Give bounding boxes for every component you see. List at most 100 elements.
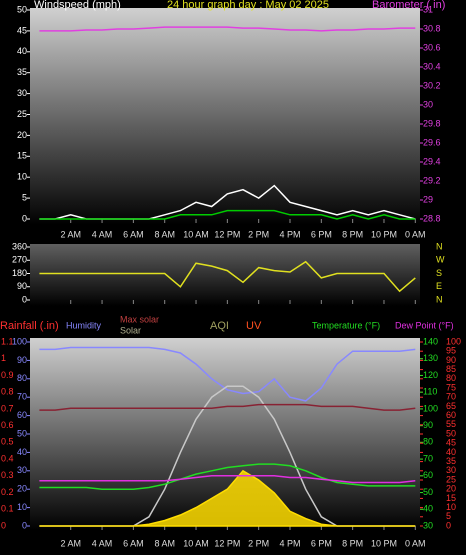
y-tick-label: 35: [446, 456, 456, 466]
y-tick-label: 0.6: [1, 420, 14, 430]
legend-entry: Dew Point (°F): [395, 320, 454, 330]
x-tick-label: 10 AM: [183, 229, 209, 239]
y-tick-label: 0.9: [1, 370, 14, 380]
direction-label: S: [436, 268, 442, 278]
y-tick-label: 70: [446, 392, 456, 402]
y-tick-label: 30: [423, 99, 433, 109]
x-tick-label: 8 AM: [154, 229, 175, 239]
y-tick-label: 75: [446, 382, 456, 392]
y-tick-label: 120: [423, 370, 438, 380]
rain-label: Rainfall (.in): [0, 320, 59, 332]
y-tick-label: 50: [446, 428, 456, 438]
y-tick-label: 0: [1, 520, 6, 530]
y-tick-label: 25: [17, 109, 27, 119]
y-tick-label: 15: [17, 151, 27, 161]
y-tick-label: 90: [423, 420, 433, 430]
y-tick-label: 28.8: [423, 213, 441, 223]
y-tick-label: 140: [423, 336, 438, 346]
barometer-label: Barometer ( in): [372, 0, 445, 11]
wind-label: Windspeed (mph): [34, 0, 121, 11]
y-tick-label: 20: [17, 484, 27, 494]
series-line: [39, 260, 416, 293]
wind-panel: [30, 8, 420, 225]
y-tick-label: 90: [446, 355, 456, 365]
series-line: [39, 475, 416, 484]
direction-label: N: [436, 294, 443, 304]
uv-label: UV: [246, 320, 262, 332]
y-tick-label: 29.8: [423, 118, 441, 128]
y-tick-label: 15: [446, 493, 456, 503]
series-line: [39, 346, 416, 402]
x-tick-label: 4 PM: [279, 229, 300, 239]
x-tick-label: 4 AM: [92, 538, 113, 548]
y-tick-label: 29: [423, 194, 433, 204]
y-tick-label: 0: [22, 294, 27, 304]
aqi-label: AQI: [210, 320, 229, 332]
legend-entry: Solar: [120, 325, 141, 335]
x-tick-label: 4 PM: [279, 538, 300, 548]
x-tick-label: 0 AM: [405, 229, 426, 239]
y-tick-label: 40: [17, 447, 27, 457]
y-tick-label: 0.1: [1, 504, 14, 514]
y-tick-label: 65: [446, 401, 456, 411]
y-tick-label: 29.4: [423, 156, 441, 166]
y-tick-label: 50: [423, 487, 433, 497]
y-tick-label: 5: [446, 511, 451, 521]
series-line: [39, 209, 416, 220]
legend-entry: Temperature (°F): [312, 320, 380, 330]
y-tick-label: 100: [423, 403, 438, 413]
x-tick-label: 2 PM: [248, 229, 269, 239]
y-tick-label: 31: [423, 4, 433, 14]
x-tick-label: 0 AM: [405, 538, 426, 548]
legend-entry: Max solar: [120, 314, 159, 324]
y-tick-label: 5: [22, 192, 27, 202]
y-tick-label: 40: [423, 504, 433, 514]
y-tick-label: 85: [446, 364, 456, 374]
y-tick-label: 0.3: [1, 470, 14, 480]
y-tick-label: 10: [17, 502, 27, 512]
x-tick-label: 12 PM: [214, 538, 240, 548]
x-tick-label: 8 PM: [342, 538, 363, 548]
y-tick-label: 0: [22, 213, 27, 223]
y-tick-label: 0.8: [1, 387, 14, 397]
y-tick-label: 30: [17, 88, 27, 98]
x-tick-label: 2 PM: [248, 538, 269, 548]
y-tick-label: 50: [17, 4, 27, 14]
y-tick-label: 55: [446, 419, 456, 429]
y-tick-label: 40: [17, 46, 27, 56]
y-tick-label: 0.5: [1, 437, 14, 447]
x-tick-label: 10 PM: [371, 229, 397, 239]
x-tick-label: 2 AM: [60, 229, 81, 239]
y-tick-label: 100: [446, 336, 461, 346]
y-tick-label: 80: [423, 437, 433, 447]
y-tick-label: 70: [17, 392, 27, 402]
y-tick-label: 95: [446, 346, 456, 356]
y-tick-label: 0.4: [1, 453, 14, 463]
y-tick-label: 10: [446, 502, 456, 512]
y-tick-label: 70: [423, 453, 433, 463]
y-tick-label: 30.8: [423, 23, 441, 33]
y-tick-label: 30.4: [423, 61, 441, 71]
x-tick-label: 8 PM: [342, 229, 363, 239]
x-tick-label: 6 PM: [311, 229, 332, 239]
y-tick-label: 0: [446, 520, 451, 530]
y-tick-label: 0: [22, 520, 27, 530]
direction-panel: [30, 244, 420, 306]
y-tick-label: 130: [423, 353, 438, 363]
direction-label: E: [436, 281, 442, 291]
y-tick-label: 30: [423, 520, 433, 530]
y-tick-label: 29.2: [423, 175, 441, 185]
y-tick-label: 50: [17, 428, 27, 438]
y-tick-label: 25: [446, 474, 456, 484]
y-tick-label: 60: [423, 470, 433, 480]
series-line: [39, 26, 416, 32]
y-tick-label: 80: [446, 373, 456, 383]
direction-label: N: [436, 241, 443, 251]
x-tick-label: 6 AM: [123, 538, 144, 548]
y-tick-label: 30.2: [423, 80, 441, 90]
y-tick-label: 90: [17, 355, 27, 365]
series-line: [39, 403, 416, 411]
direction-label: W: [436, 255, 445, 265]
y-tick-label: 35: [17, 67, 27, 77]
y-tick-label: 60: [446, 410, 456, 420]
